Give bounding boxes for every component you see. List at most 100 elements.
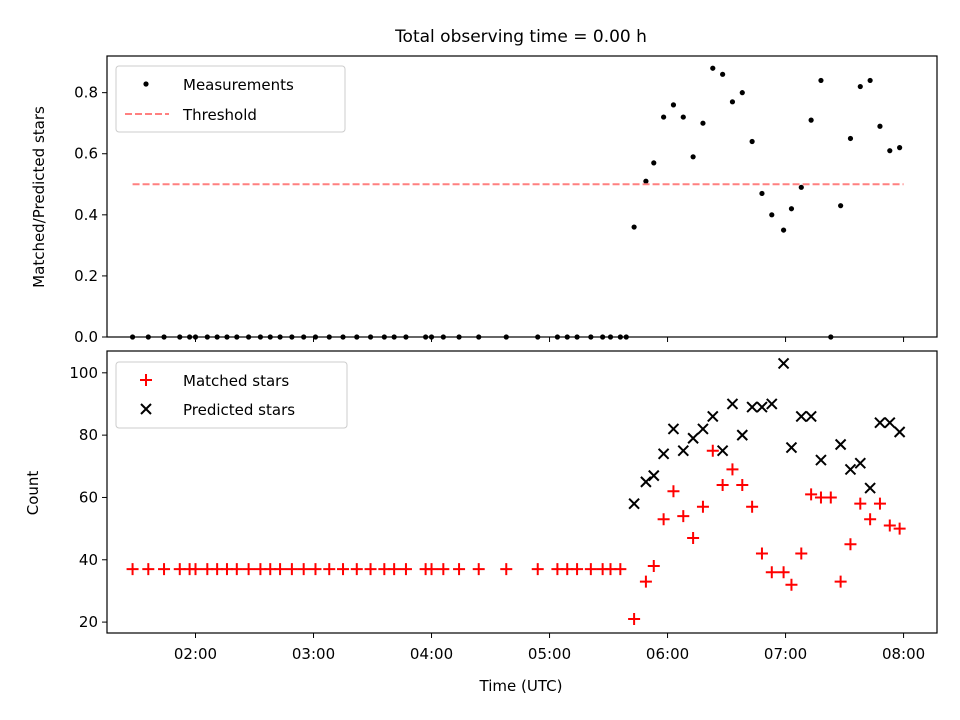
predicted-stars-point <box>736 429 748 441</box>
matched-stars-point <box>309 563 322 576</box>
matched-stars-point <box>285 563 298 576</box>
matched-stars-point <box>755 547 768 560</box>
measurement-point <box>535 334 541 340</box>
predicted-stars-point <box>667 423 680 435</box>
predicted-stars-point <box>777 357 790 370</box>
measurement-point <box>214 334 220 340</box>
measurement-point <box>607 334 614 340</box>
measurement-point <box>867 77 873 84</box>
predicted-stars-point <box>697 423 709 435</box>
count-legend-frame <box>115 361 348 429</box>
matched-stars-point <box>687 531 700 544</box>
matched-stars-point <box>854 497 867 510</box>
matched-stars-point <box>824 491 837 504</box>
predicted-stars-point <box>677 445 689 457</box>
matched-stars-point <box>736 478 749 491</box>
measurement-point <box>224 334 230 340</box>
measurement-point <box>680 114 686 120</box>
matched-stars-point <box>142 563 155 576</box>
measurement-point <box>192 334 199 340</box>
matched-stars-point <box>726 463 739 476</box>
matched-stars-point <box>844 538 857 551</box>
measurement-point <box>780 227 787 233</box>
measurement-point <box>631 224 637 230</box>
matched-stars-point <box>639 575 652 588</box>
predicted-stars-point <box>716 445 729 457</box>
x-tick-label: 04:00 <box>410 645 453 663</box>
ratio-y-tick-label: 0.8 <box>74 84 98 102</box>
count-y-tick-label: 100 <box>69 364 98 382</box>
measurement-point <box>476 334 482 340</box>
measurement-point <box>897 145 903 151</box>
measurement-point <box>720 71 726 77</box>
predicted-stars-point <box>640 476 652 488</box>
matched-stars-point <box>453 563 466 576</box>
measurement-point <box>564 334 570 340</box>
count-axes-frame <box>106 350 938 634</box>
matched-stars-point <box>297 563 310 576</box>
measurement-point <box>847 135 854 142</box>
measurement-point <box>403 334 409 340</box>
measurement-point <box>651 160 657 166</box>
matched-stars-point <box>777 566 790 579</box>
count-legend: Matched stars Predicted stars <box>115 361 348 429</box>
measurement-point <box>887 148 893 154</box>
measurement-point <box>145 334 151 340</box>
predicted-stars-point <box>648 469 660 482</box>
matched-stars-point <box>500 563 513 576</box>
matched-stars-legend-marker <box>140 374 152 386</box>
measurement-point <box>661 114 667 120</box>
matched-stars-point <box>571 563 584 576</box>
measurement-point <box>690 154 696 160</box>
measurement-point <box>246 334 252 340</box>
count-y-axis-label: Count <box>24 471 42 516</box>
predicted-stars-point <box>884 416 896 429</box>
predicted-stars-point <box>834 438 847 451</box>
predicted-stars-point <box>746 401 758 413</box>
measurement-point <box>838 203 844 209</box>
matched-stars-point <box>628 612 641 625</box>
measurement-point <box>623 334 629 340</box>
matched-stars-point <box>677 510 690 523</box>
count-panel: 20 40 60 80 100 02:00 03:00 04:00 05:00 06:00 07:0… <box>24 350 938 663</box>
predicted-stars-legend-label: Predicted stars <box>183 401 295 419</box>
threshold-legend-label: Threshold <box>182 106 257 124</box>
x-tick-label: 03:00 <box>292 645 335 663</box>
predicted-stars-legend-marker <box>140 403 152 415</box>
matched-stars-point <box>399 563 412 576</box>
matched-stars-point <box>795 547 808 560</box>
matched-stars-point <box>647 560 660 573</box>
matched-stars-point <box>873 497 886 510</box>
measurements-legend-label: Measurements <box>183 76 294 94</box>
measurement-point <box>700 120 706 126</box>
predicted-stars-point <box>785 441 798 454</box>
matched-stars-point <box>893 522 906 535</box>
matched-stars-point <box>126 563 139 576</box>
measurement-point <box>729 99 736 105</box>
measurement-point <box>381 334 387 340</box>
x-tick-label: 08:00 <box>882 645 925 663</box>
matched-stars-point <box>323 563 336 576</box>
measurement-point <box>277 334 283 340</box>
measurement-point <box>312 334 319 340</box>
measurement-point <box>670 102 677 108</box>
measurement-point <box>739 90 745 96</box>
matched-stars-point <box>706 444 719 457</box>
predicted-stars-point <box>657 448 670 460</box>
measurement-point <box>857 83 863 90</box>
matched-stars-point <box>834 575 847 588</box>
matched-stars-point <box>230 563 243 576</box>
count-y-tick-label: 40 <box>79 551 98 569</box>
ratio-legend: Measurements Threshold <box>115 65 346 133</box>
x-axis-label: Time (UTC) <box>479 677 563 695</box>
matched-stars-point <box>746 500 759 513</box>
predicted-stars-point <box>805 410 817 423</box>
measurement-point <box>798 184 804 190</box>
measurement-point <box>391 334 397 340</box>
measurement-point <box>177 334 183 340</box>
matched-stars-legend-label: Matched stars <box>183 372 289 390</box>
ratio-legend-frame <box>115 65 346 133</box>
matched-stars-point <box>785 578 798 591</box>
measurement-point <box>574 334 580 340</box>
